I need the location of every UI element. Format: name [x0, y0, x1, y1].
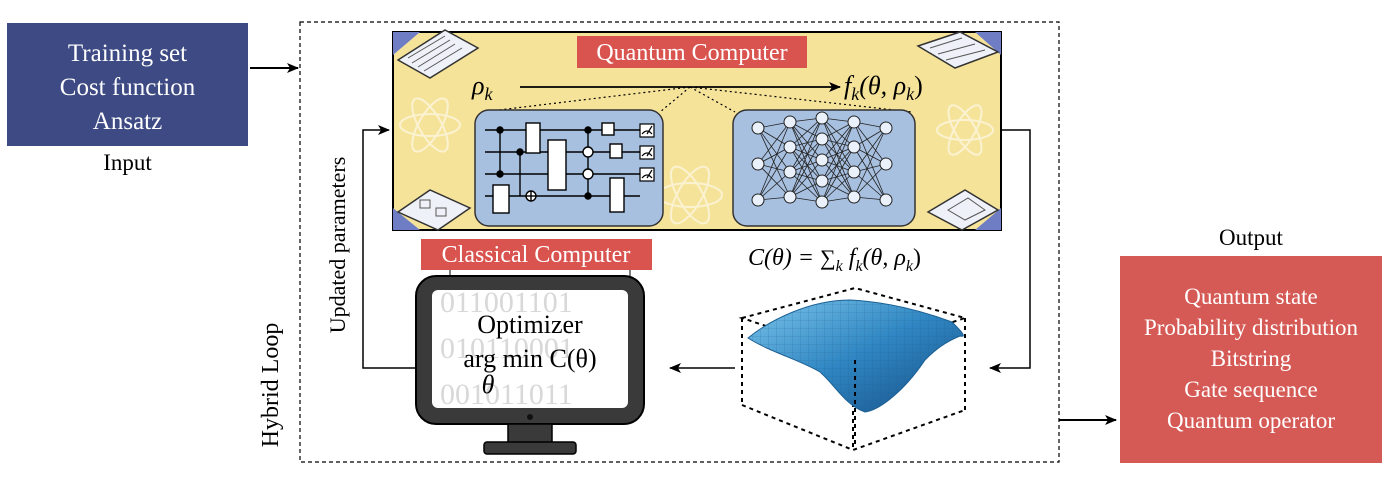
nn-edge — [821, 171, 855, 203]
nn-node — [847, 190, 861, 204]
output-caption: Output — [1219, 225, 1283, 250]
nn-edge — [757, 146, 791, 201]
chip-icon — [396, 29, 480, 79]
nn-edge — [757, 171, 791, 201]
nn-edge — [853, 127, 887, 198]
output-box: Quantum state Probability distribution B… — [1120, 256, 1382, 463]
chip-icon — [916, 31, 1000, 69]
rho-k-label: ρk — [471, 71, 493, 104]
nn-node — [751, 121, 765, 135]
nn-node — [783, 140, 797, 154]
nn-edge — [853, 121, 887, 165]
nn-node — [879, 121, 893, 135]
classical-computer-label: Classical Computer — [442, 242, 631, 268]
nn-edge — [853, 121, 887, 201]
output-line-quantum-operator: Quantum operator — [1167, 408, 1335, 433]
optimizer-expression: arg min C(θ) — [463, 344, 596, 373]
input-caption: Input — [103, 150, 152, 175]
input-line-training-set: Training set — [67, 40, 188, 67]
nn-node — [879, 193, 893, 207]
nn-edge — [853, 146, 887, 201]
input-line-ansatz: Ansatz — [92, 108, 163, 135]
quantum-circuit-panel — [474, 109, 664, 227]
nn-node — [815, 195, 829, 209]
binary-row: 011001101 — [440, 286, 573, 319]
nn-node — [815, 174, 829, 188]
nn-edge — [853, 171, 887, 201]
nn-edge — [757, 121, 791, 201]
output-line-quantum-state: Quantum state — [1184, 284, 1318, 309]
nn-node — [783, 190, 797, 204]
nn-edge — [821, 117, 855, 173]
nn-edge — [789, 121, 823, 203]
binary-row: 001011011 — [440, 378, 573, 411]
hybrid-loop-label: Hybrid Loop — [258, 323, 284, 448]
monitor: 011001101 010110001 001011011 Optimizer … — [415, 275, 645, 455]
nn-edge — [821, 117, 855, 148]
nn-edge — [757, 163, 791, 198]
quantum-to-cost-line — [989, 129, 1031, 373]
nn-edge — [821, 121, 855, 182]
nn-edge — [757, 127, 791, 173]
nn-edge — [821, 159, 855, 198]
hybrid-loop-frame — [299, 21, 1060, 463]
nn-edge — [821, 138, 855, 173]
nn-node — [815, 153, 829, 167]
nn-edge — [789, 117, 823, 198]
nn-edge — [821, 138, 855, 198]
nn-node — [815, 111, 829, 125]
nn-node — [783, 165, 797, 179]
nn-edge — [789, 117, 823, 173]
nn-node — [783, 115, 797, 129]
nn-edge — [757, 127, 791, 198]
cost-landscape-surface — [738, 286, 969, 452]
nn-edge — [821, 121, 855, 161]
nn-edge — [789, 171, 823, 203]
nn-edge — [789, 121, 823, 161]
quantum-computer-label: Quantum Computer — [596, 40, 787, 66]
feedback-line — [362, 125, 416, 369]
output-line-probability-distribution: Probability distribution — [1143, 315, 1359, 340]
f-k-label: fk(θ, ρk) — [844, 71, 923, 104]
nn-edge — [821, 121, 855, 203]
nn-edge — [853, 127, 887, 173]
nn-edge — [789, 138, 823, 173]
nn-node — [879, 157, 893, 171]
nn-node — [751, 193, 765, 207]
optimizer-argument: θ — [482, 370, 495, 399]
nn-edge — [821, 146, 855, 203]
nn-node — [815, 132, 829, 146]
input-box: Training set Cost function Ansatz — [7, 23, 248, 146]
measurement-icon — [639, 123, 655, 182]
chip-icon — [396, 189, 472, 231]
nn-edge — [789, 117, 823, 148]
cost-function-formula: C(θ) = ∑k fk(θ, ρk) — [748, 245, 921, 275]
neural-network-panel — [732, 109, 916, 227]
nn-node — [847, 115, 861, 129]
nn-edge — [789, 146, 823, 182]
binary-row: 010110001 — [440, 332, 574, 365]
chip-icon — [926, 189, 1000, 231]
nn-edge — [821, 117, 855, 198]
output-line-bitstring: Bitstring — [1210, 346, 1292, 371]
nn-edge — [821, 146, 855, 182]
nn-edge — [789, 121, 823, 182]
nn-node — [751, 157, 765, 171]
input-line-cost-function: Cost function — [59, 74, 196, 101]
output-line-gate-sequence: Gate sequence — [1184, 377, 1318, 402]
nn-edge — [789, 159, 823, 198]
nn-edge — [789, 138, 823, 198]
nn-edge — [757, 121, 791, 165]
nn-node — [847, 140, 861, 154]
quantum-computer-panel: Quantum Computer ρk fk(θ, ρk) — [392, 29, 1002, 231]
optimizer-title: Optimizer — [477, 310, 583, 339]
nn-edge — [789, 146, 823, 203]
nn-node — [847, 165, 861, 179]
nn-edge — [853, 163, 887, 198]
updated-parameters-label: Updated parameters — [325, 157, 350, 334]
